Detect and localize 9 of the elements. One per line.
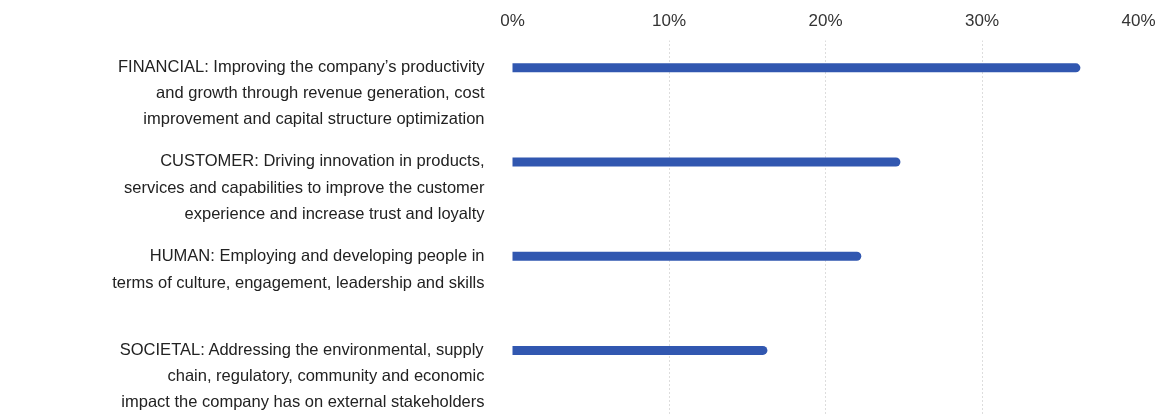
x-tick-label: 30% [964,10,1000,30]
x-tick-label: 10% [651,10,687,30]
y-tick-label: CUSTOMER: Driving innovation in products, services and capabilities to improve the customer experience and increase trust and loyalty [124,151,486,222]
x-tick-label: 0% [500,10,525,30]
x-tick-label: 40% [1121,10,1156,30]
y-tick-label: FINANCIAL: Improving the company’s productivity and growth through revenue generation, cost improvement and capital structure optimization [118,57,486,128]
y-tick-label: HUMAN: Employing and developing people in terms of culture, engagement, leadership and skills [112,246,485,291]
y-tick-label: SOCIETAL: Addressing the environmental, supply chain, regulatory, community and economic impact the company has on external stakeholders [119,339,485,411]
x-tick-label: 20% [808,10,843,30]
